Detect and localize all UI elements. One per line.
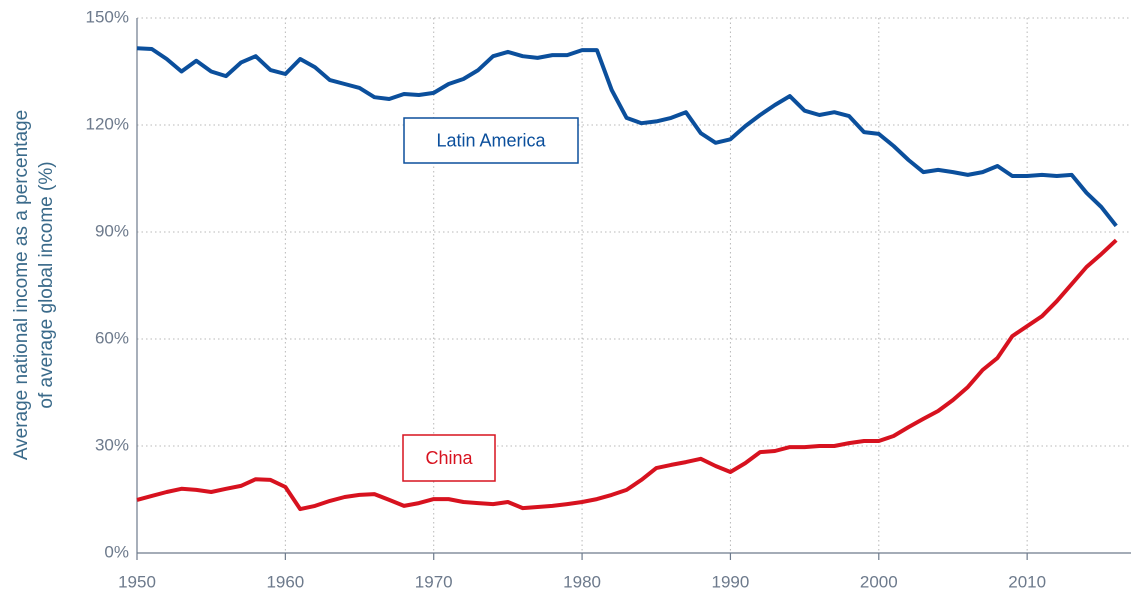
y-tick-label: 90% — [95, 221, 129, 240]
y-tick-label: 0% — [104, 542, 129, 561]
y-axis-label: of average global income (%) — [36, 161, 57, 408]
data-line — [136, 46, 1118, 228]
y-tick-label: 150% — [86, 7, 129, 26]
x-tick-label: 2000 — [860, 572, 898, 591]
series-label-box — [403, 117, 579, 164]
x-tick-label: 1960 — [266, 572, 304, 591]
data-line — [136, 238, 1118, 512]
x-tick-label: 1950 — [118, 572, 156, 591]
x-tick-label: 1980 — [563, 572, 601, 591]
x-tick-label: 1990 — [712, 572, 750, 591]
x-tick-label: 1970 — [415, 572, 453, 591]
series-label: Latin America — [436, 130, 546, 150]
y-tick-label: 30% — [95, 435, 129, 454]
y-axis-label: Average national income as a percentage — [11, 110, 32, 460]
x-tick-label: 2010 — [1008, 572, 1046, 591]
series-label-box — [402, 434, 496, 482]
y-tick-label: 60% — [95, 328, 129, 347]
series-label: China — [425, 448, 473, 468]
y-tick-label: 120% — [86, 114, 129, 133]
